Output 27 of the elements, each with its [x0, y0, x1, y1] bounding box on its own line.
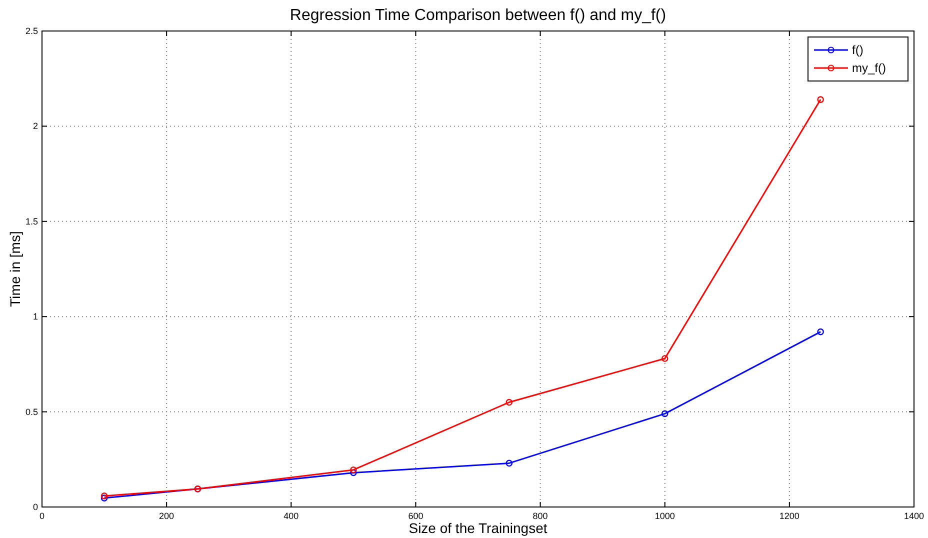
point	[661, 355, 668, 362]
x-tick-label: 0	[39, 511, 45, 521]
point	[350, 466, 357, 474]
x-tick-label: 1000	[654, 511, 675, 521]
y-tick-label: 2.5	[25, 26, 38, 36]
y-axis-title: Time in [ms]	[7, 231, 23, 307]
y-tick-label: 2	[32, 121, 38, 132]
chart-title: Regression Time Comparison between f() and my_f()	[290, 7, 666, 24]
x-tick-label: 400	[284, 511, 299, 521]
point	[350, 469, 357, 476]
point	[661, 410, 668, 418]
x-tick-label: 1400	[904, 511, 924, 521]
x-axis-title: Size of the Trainingset	[408, 520, 548, 536]
y-tick-label: 1.5	[25, 216, 38, 226]
x-tick-label: 200	[159, 511, 174, 521]
x-tick-label: 1200	[779, 511, 800, 521]
point	[817, 328, 824, 336]
x-tick-label: 800	[532, 511, 548, 521]
y-tick-label: 0	[32, 502, 38, 512]
legend-label: f()	[852, 43, 864, 57]
point	[506, 460, 513, 467]
legend-label: my_f()	[852, 61, 886, 75]
y-tick-label: 0.5	[25, 406, 38, 417]
point	[817, 96, 824, 103]
x-tick-label: 600	[408, 511, 424, 521]
y-tick-label: 1	[32, 312, 38, 322]
point	[506, 398, 513, 406]
